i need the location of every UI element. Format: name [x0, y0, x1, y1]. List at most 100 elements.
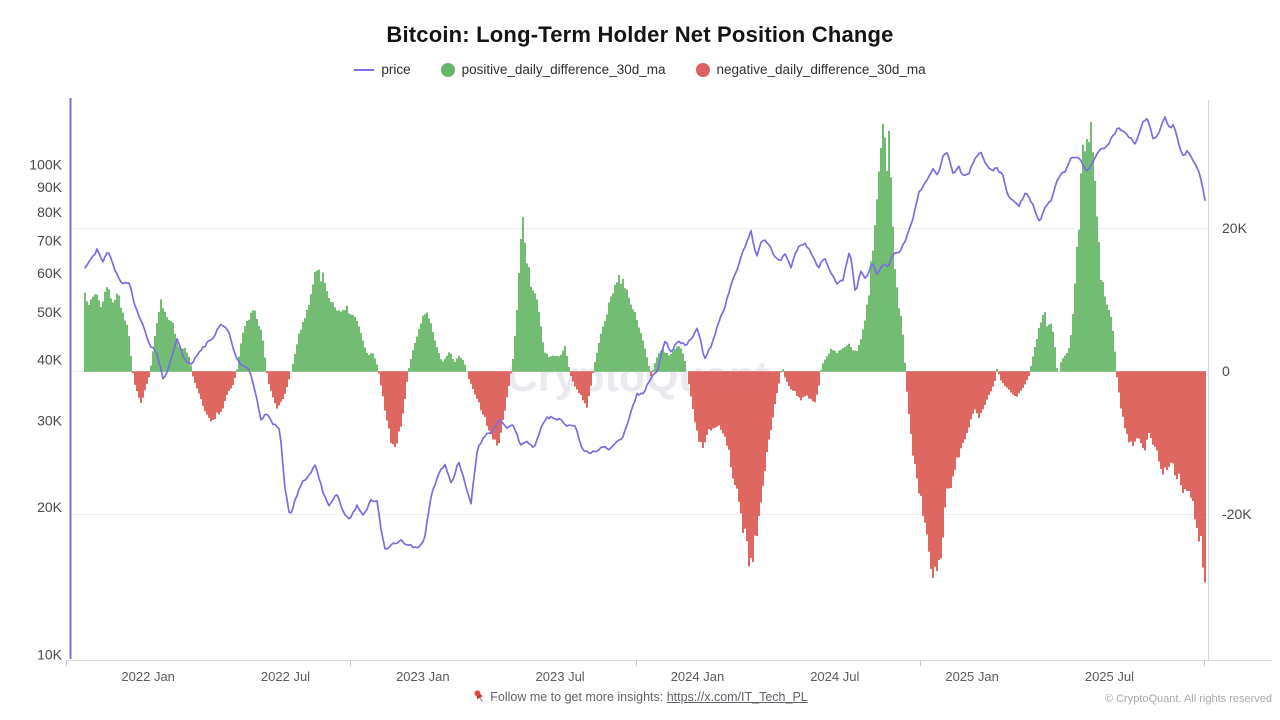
- positive-bar: [422, 315, 424, 372]
- negative-bar: [788, 371, 790, 386]
- negative-bar: [1122, 371, 1124, 417]
- negative-bar: [808, 371, 810, 399]
- negative-bar: [148, 371, 150, 378]
- positive-bar: [346, 305, 348, 372]
- positive-bar: [548, 357, 550, 372]
- negative-bar: [742, 371, 744, 533]
- positive-bar: [842, 348, 844, 372]
- positive-bar: [414, 343, 416, 372]
- positive-bar: [1072, 314, 1074, 372]
- negative-bar: [504, 371, 506, 411]
- positive-bar: [558, 356, 560, 372]
- negative-bar: [274, 371, 276, 404]
- positive-bar: [1084, 151, 1086, 372]
- negative-bar: [506, 371, 508, 398]
- x-profile-link[interactable]: https://x.com/IT_Tech_PL: [666, 690, 808, 704]
- positive-bar: [294, 354, 296, 372]
- positive-bar: [292, 363, 294, 372]
- positive-bar: [864, 320, 866, 372]
- positive-bar: [1108, 310, 1110, 372]
- negative-bar: [762, 371, 764, 486]
- positive-bar: [440, 359, 442, 372]
- positive-bar: [1042, 314, 1044, 372]
- negative-bar: [498, 371, 500, 444]
- positive-bar: [518, 272, 520, 372]
- negative-bar: [766, 371, 768, 453]
- positive-bar: [462, 359, 464, 372]
- positive-bar: [556, 356, 558, 372]
- positive-bar: [1112, 331, 1114, 372]
- positive-bar: [410, 359, 412, 372]
- positive-bar: [370, 353, 372, 372]
- positive-bar: [836, 353, 838, 372]
- positive-bar: [902, 334, 904, 372]
- copyright-notice: © CryptoQuant. All rights reserved: [1104, 693, 1272, 705]
- negative-bar: [1202, 371, 1204, 568]
- negative-bar: [798, 371, 800, 398]
- negative-bar: [230, 371, 232, 389]
- negative-bar: [998, 371, 1000, 375]
- negative-bar: [394, 371, 396, 448]
- legend-item-negative[interactable]: negative_daily_difference_30d_ma: [695, 62, 926, 77]
- positive-bar: [256, 318, 258, 372]
- negative-bar: [194, 371, 196, 383]
- negative-bar: [1120, 371, 1122, 409]
- negative-bar: [580, 371, 582, 395]
- negative-bar: [1198, 371, 1200, 542]
- positive-bar: [854, 350, 856, 372]
- negative-bar: [988, 371, 990, 395]
- positive-bar: [158, 312, 160, 372]
- negative-bar: [750, 371, 752, 558]
- negative-bar: [472, 371, 474, 390]
- positive-bar: [520, 239, 522, 372]
- negative-bar: [226, 371, 228, 395]
- positive-bar: [522, 217, 524, 372]
- positive-bar: [546, 353, 548, 372]
- negative-bar: [382, 371, 384, 397]
- footer-text: Follow me to get more insights:: [490, 690, 667, 704]
- positive-bar: [104, 291, 106, 372]
- positive-bar: [866, 304, 868, 372]
- negative-bar: [706, 371, 708, 435]
- positive-bar: [848, 343, 850, 372]
- negative-bar: [914, 371, 916, 464]
- legend-item-positive[interactable]: positive_daily_difference_30d_ma: [440, 62, 666, 77]
- negative-bar: [282, 371, 284, 400]
- positive-bar: [652, 369, 654, 372]
- left-axis-label: 50K: [37, 304, 63, 320]
- positive-bar: [1040, 322, 1042, 372]
- positive-bar: [1044, 312, 1046, 372]
- positive-bar: [110, 298, 112, 372]
- positive-bar: [174, 333, 176, 372]
- negative-bar: [1026, 371, 1028, 381]
- positive-bar: [1086, 139, 1088, 372]
- x-axis-label: 2025 Jan: [945, 669, 999, 684]
- positive-bar: [830, 349, 832, 372]
- positive-bar: [1074, 283, 1076, 372]
- positive-bar: [98, 300, 100, 372]
- negative-bar: [1132, 371, 1134, 446]
- negative-bar: [1172, 371, 1174, 464]
- negative-bar: [968, 371, 970, 428]
- positive-bar: [634, 312, 636, 372]
- negative-bar: [1196, 371, 1198, 528]
- negative-bar: [1024, 371, 1026, 385]
- x-axis-label: 2024 Jul: [810, 669, 859, 684]
- positive-bar: [150, 365, 152, 372]
- positive-bar: [176, 342, 178, 372]
- positive-bar: [166, 317, 168, 372]
- negative-bar: [198, 371, 200, 394]
- positive-bar: [512, 359, 514, 372]
- negative-bar: [470, 371, 472, 384]
- positive-bar: [240, 343, 242, 372]
- x-axis-label: 2022 Jan: [121, 669, 175, 684]
- positive-bar: [84, 292, 86, 372]
- negative-bar: [570, 371, 572, 376]
- left-axis-label: 10K: [37, 647, 63, 663]
- negative-bar: [1022, 371, 1024, 388]
- legend-item-price[interactable]: price: [354, 62, 411, 77]
- positive-bar: [544, 352, 546, 372]
- positive-bar: [684, 361, 686, 372]
